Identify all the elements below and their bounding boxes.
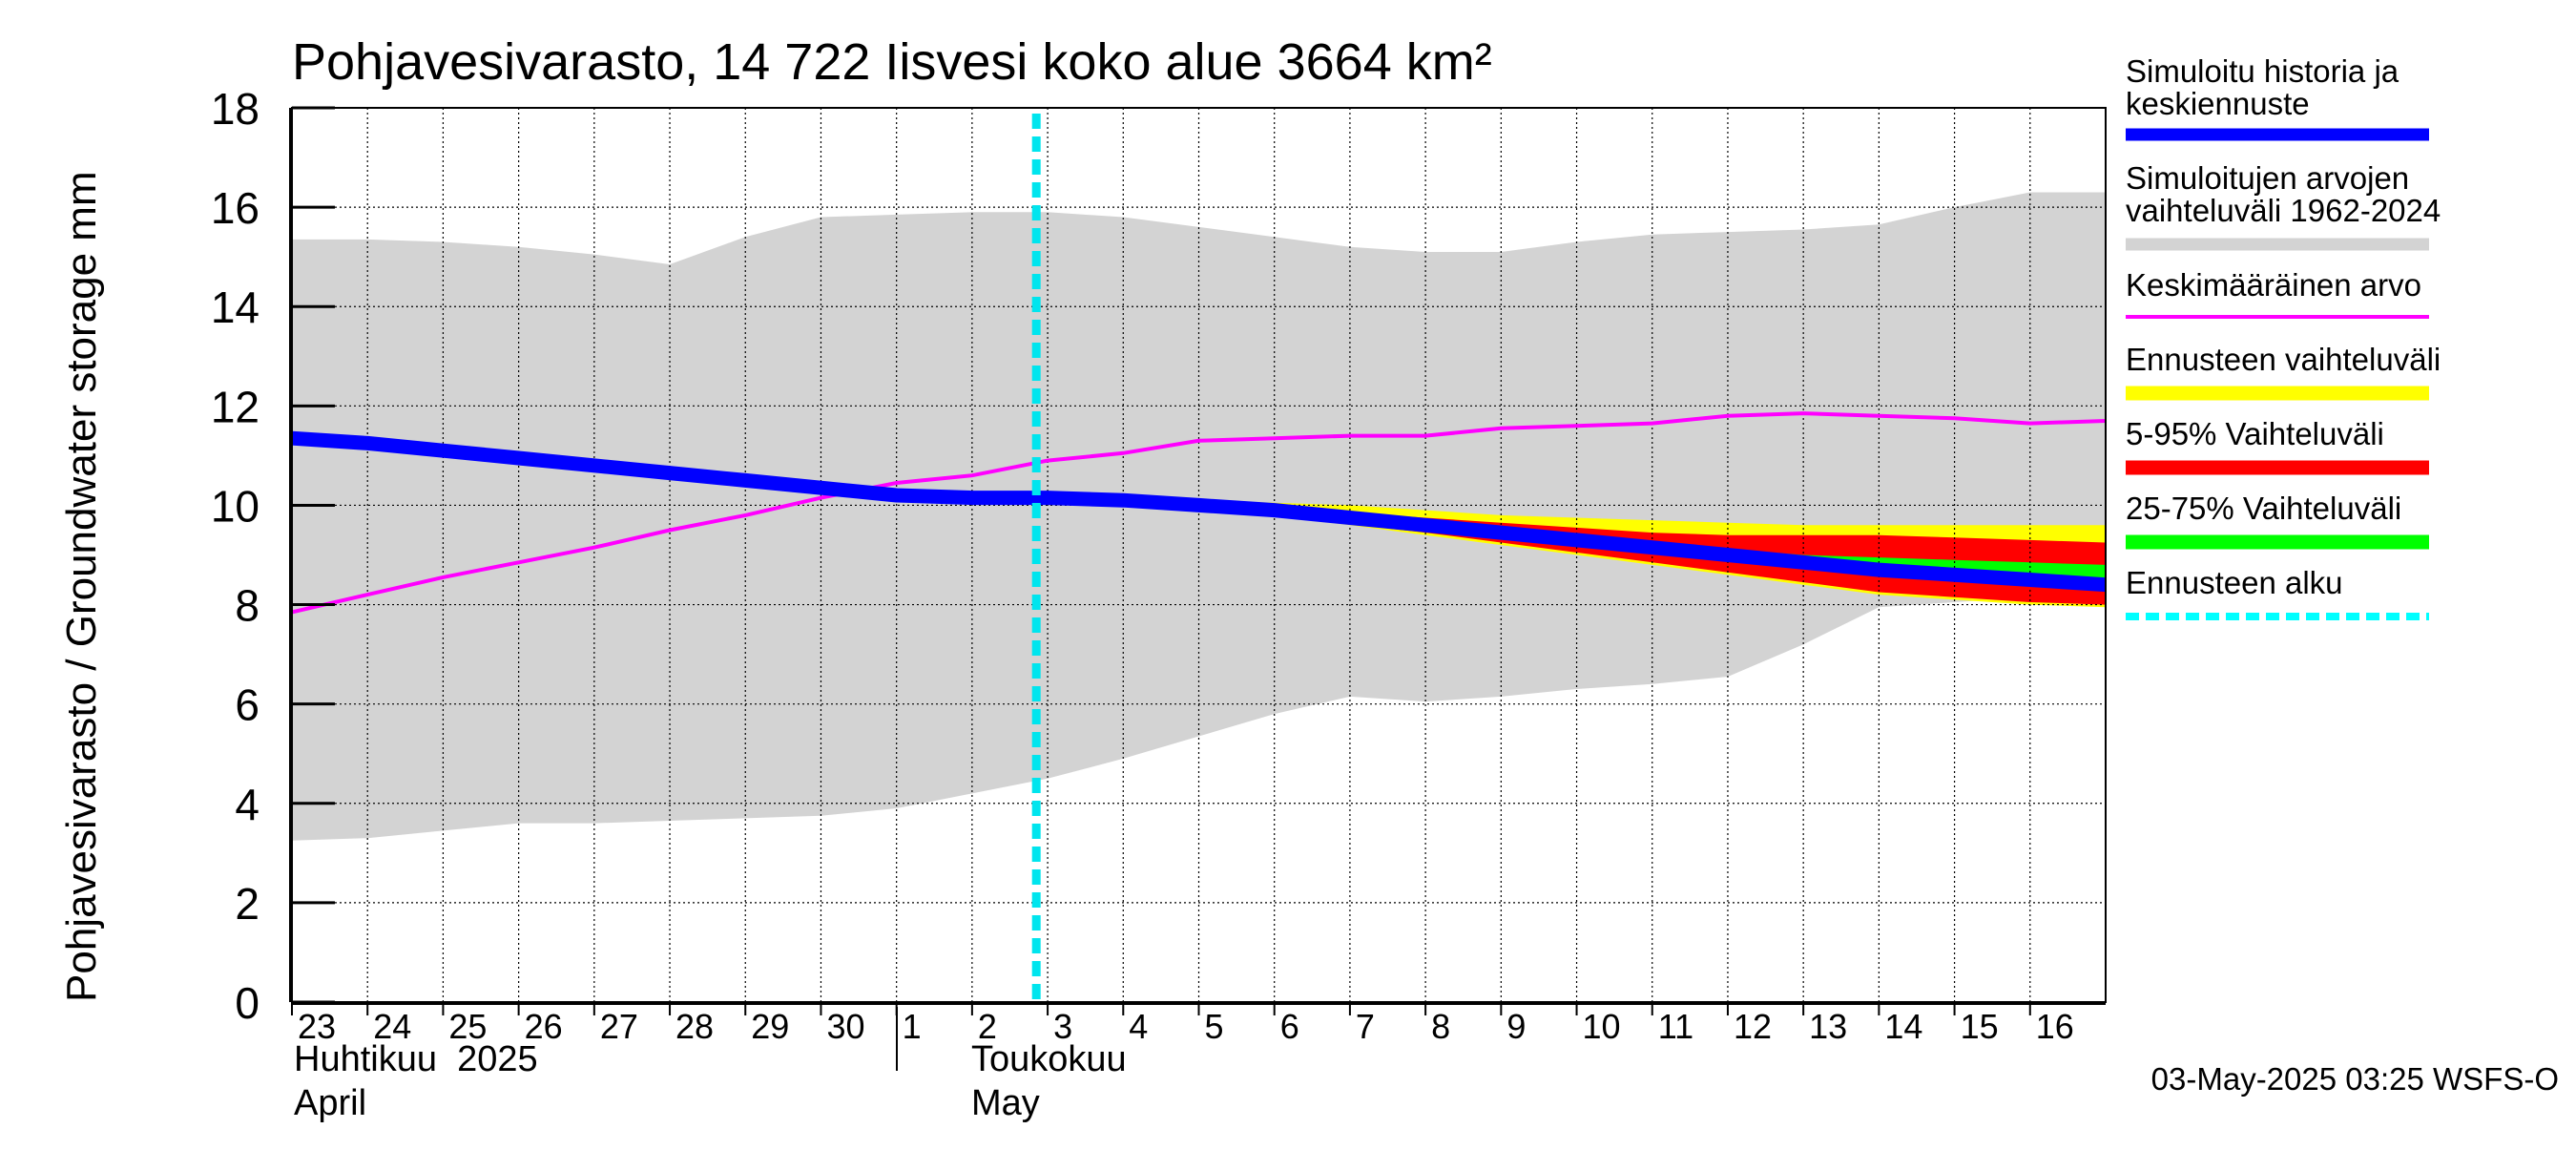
month-label-april-fi: Huhtikuu 2025: [294, 1039, 538, 1079]
grid: [292, 108, 2106, 1002]
legend-label: Ennusteen vaihteluväli: [2126, 342, 2441, 377]
x-tick-label: 16: [2036, 1007, 2074, 1046]
legend-label: Ennusteen alku: [2126, 565, 2343, 600]
x-tick-label: 27: [600, 1007, 638, 1046]
x-tick-label: 26: [525, 1007, 563, 1046]
plot-area: [289, 107, 2107, 1005]
y-tick-label: 10: [211, 481, 260, 531]
y-tick-label: 14: [211, 282, 260, 332]
y-axis-label: Pohjavesivarasto / Groundwater storage m…: [58, 171, 105, 1002]
legend: Simuloitu historia jakeskiennusteSimuloi…: [2126, 53, 2441, 620]
y-tick-label: 18: [211, 84, 260, 134]
legend-item: Ennusteen vaihteluväli: [2126, 342, 2441, 401]
x-tick-label: 15: [1961, 1007, 1999, 1046]
legend-label: Simuloitu historia ja: [2126, 53, 2399, 89]
mean-value-line: [291, 411, 2107, 615]
month-label-may-en: May: [971, 1083, 1040, 1123]
y-tick-label: 12: [211, 382, 260, 431]
footer-timestamp: 03-May-2025 03:25 WSFS-O: [2151, 1061, 2559, 1097]
x-tick-label: 25: [448, 1007, 487, 1046]
legend-item: Keskimääräinen arvo: [2126, 267, 2429, 319]
legend-label: 5-95% Vaihteluväli: [2126, 416, 2384, 451]
x-tick-label: 6: [1280, 1007, 1299, 1046]
x-tick-label: 4: [1129, 1007, 1148, 1046]
simulated-history-line: [291, 430, 2107, 593]
x-tick-label: 30: [826, 1007, 864, 1046]
y-tick-label: 6: [235, 680, 260, 730]
x-tick-label: 11: [1658, 1007, 1693, 1046]
historical-range-band: [292, 192, 2106, 841]
legend-label: keskiennuste: [2126, 86, 2310, 121]
y-tick-label: 8: [235, 581, 260, 631]
chart-title: Pohjavesivarasto, 14 722 Iisvesi koko al…: [292, 33, 1492, 91]
x-tick-label: 14: [1884, 1007, 1922, 1046]
x-tick-label: 13: [1809, 1007, 1847, 1046]
y-tick-label: 4: [235, 780, 260, 829]
x-tick-label: 7: [1356, 1007, 1375, 1046]
x-tick-label: 28: [675, 1007, 714, 1046]
legend-item: 5-95% Vaihteluväli: [2126, 416, 2429, 475]
y-tick-labels: 0 2 4 6 8 10 12 14 16 18: [211, 84, 335, 1028]
x-tick-label: 23: [298, 1007, 336, 1046]
x-tick-label: 5: [1205, 1007, 1224, 1046]
legend-item: Ennusteen alku: [2126, 565, 2429, 620]
percentile-5-95-band: [1048, 497, 2106, 605]
month-label-april-en: April: [294, 1083, 366, 1123]
legend-label: Simuloitujen arvojen: [2126, 160, 2409, 196]
legend-item: 25-75% Vaihteluväli: [2126, 491, 2429, 550]
x-tick-label: 10: [1583, 1007, 1621, 1046]
x-tick-label: 12: [1734, 1007, 1772, 1046]
month-label-may-fi: Toukokuu: [971, 1039, 1127, 1079]
legend-label: vaihteluväli 1962-2024: [2126, 193, 2441, 228]
x-tick-label: 2: [978, 1007, 997, 1046]
legend-label: Keskimääräinen arvo: [2126, 267, 2421, 303]
x-tick-label: 1: [903, 1007, 922, 1046]
x-tick-label: 8: [1431, 1007, 1450, 1046]
x-tick-labels: 23 24 25 26 27 28 29 30 1 2 3 4 5 6 7 8 9 10 11 12 13 14 15 16: [291, 1002, 2074, 1046]
x-tick-label: 24: [373, 1007, 411, 1046]
x-tick-label: 3: [1053, 1007, 1072, 1046]
legend-label: 25-75% Vaihteluväli: [2126, 491, 2401, 526]
x-tick-label: 9: [1506, 1007, 1526, 1046]
data-lines: [291, 411, 2107, 615]
y-tick-label: 0: [235, 978, 260, 1028]
y-tick-label: 16: [211, 183, 260, 233]
x-tick-label: 29: [751, 1007, 789, 1046]
y-tick-label: 2: [235, 879, 260, 929]
